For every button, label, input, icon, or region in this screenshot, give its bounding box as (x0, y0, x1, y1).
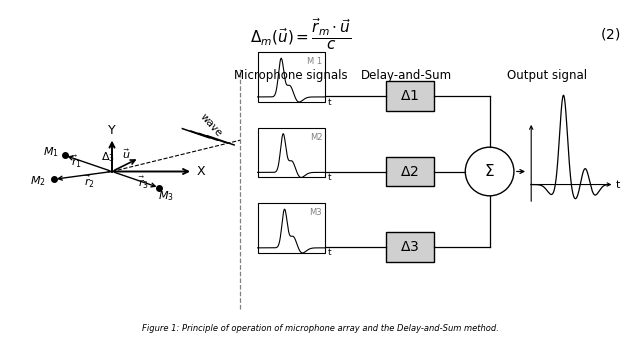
Bar (258, 52, 325, 102)
Bar (385, 157, 434, 186)
Text: $\vec{u}$: $\vec{u}$ (122, 148, 131, 162)
Text: $\Delta$1: $\Delta$1 (400, 89, 419, 103)
Bar (258, 128, 325, 177)
Text: Figure 1: Principle of operation of microphone array and the Delay-and-Sum metho: Figure 1: Principle of operation of micr… (141, 324, 499, 333)
Bar (385, 233, 434, 261)
Text: wave: wave (198, 112, 224, 139)
Text: $\vec{r}_3$: $\vec{r}_3$ (138, 175, 148, 191)
Text: $\Delta_3$: $\Delta_3$ (100, 150, 115, 164)
Text: t: t (328, 97, 331, 107)
Text: $M_3$: $M_3$ (158, 189, 173, 203)
Text: Y: Y (108, 123, 116, 137)
Text: M 1: M 1 (307, 57, 323, 66)
Text: Output signal: Output signal (507, 69, 588, 82)
Text: Delay-and-Sum: Delay-and-Sum (361, 69, 452, 82)
Text: $\vec{r}_2$: $\vec{r}_2$ (84, 173, 95, 190)
Text: $M_2$: $M_2$ (30, 174, 46, 188)
Text: $\Delta_m(\vec{u}) = \dfrac{\vec{r}_m \cdot \vec{u}}{c}$: $\Delta_m(\vec{u}) = \dfrac{\vec{r}_m \c… (250, 16, 351, 52)
Text: $M_1$: $M_1$ (43, 145, 58, 159)
Bar (258, 203, 325, 253)
Text: t: t (328, 248, 331, 258)
Text: t: t (328, 173, 331, 182)
Text: M3: M3 (310, 208, 323, 217)
Text: X: X (196, 165, 205, 178)
Bar (385, 82, 434, 110)
Text: $\Delta$3: $\Delta$3 (400, 240, 419, 254)
Text: $\vec{r}_1$: $\vec{r}_1$ (72, 153, 83, 170)
Text: Microphone signals: Microphone signals (234, 69, 348, 82)
Text: $(2)$: $(2)$ (600, 26, 621, 42)
Text: $\Delta$2: $\Delta$2 (400, 165, 419, 178)
Text: $\Sigma$: $\Sigma$ (484, 164, 495, 179)
Text: M2: M2 (310, 133, 323, 142)
Text: t: t (616, 179, 620, 190)
